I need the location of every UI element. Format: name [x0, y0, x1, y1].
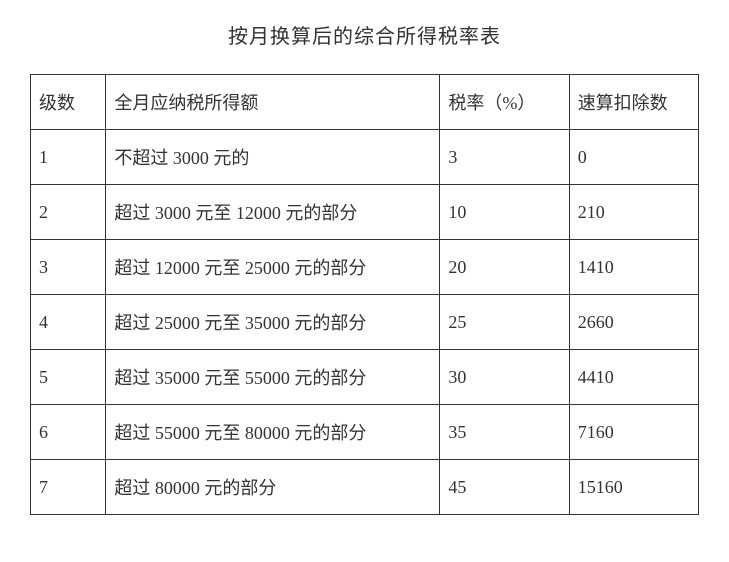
cell-deduct: 7160: [569, 405, 698, 460]
cell-rate: 25: [440, 295, 569, 350]
cell-deduct: 15160: [569, 460, 698, 515]
header-level: 级数: [31, 75, 106, 130]
table-header-row: 级数 全月应纳税所得额 税率（%） 速算扣除数: [31, 75, 699, 130]
page-title: 按月换算后的综合所得税率表: [30, 20, 699, 49]
table-row: 5 超过 35000 元至 55000 元的部分 30 4410: [31, 350, 699, 405]
cell-income: 超过 55000 元至 80000 元的部分: [106, 405, 440, 460]
cell-rate: 35: [440, 405, 569, 460]
cell-level: 5: [31, 350, 106, 405]
cell-level: 2: [31, 185, 106, 240]
header-deduct: 速算扣除数: [569, 75, 698, 130]
cell-level: 4: [31, 295, 106, 350]
header-income: 全月应纳税所得额: [106, 75, 440, 130]
cell-income: 超过 12000 元至 25000 元的部分: [106, 240, 440, 295]
cell-deduct: 2660: [569, 295, 698, 350]
header-rate: 税率（%）: [440, 75, 569, 130]
table-row: 1 不超过 3000 元的 3 0: [31, 130, 699, 185]
cell-income: 不超过 3000 元的: [106, 130, 440, 185]
cell-rate: 10: [440, 185, 569, 240]
table-row: 3 超过 12000 元至 25000 元的部分 20 1410: [31, 240, 699, 295]
table-row: 4 超过 25000 元至 35000 元的部分 25 2660: [31, 295, 699, 350]
cell-rate: 45: [440, 460, 569, 515]
cell-level: 6: [31, 405, 106, 460]
cell-level: 3: [31, 240, 106, 295]
table-row: 2 超过 3000 元至 12000 元的部分 10 210: [31, 185, 699, 240]
tax-rate-table: 级数 全月应纳税所得额 税率（%） 速算扣除数 1 不超过 3000 元的 3 …: [30, 74, 699, 515]
cell-income: 超过 35000 元至 55000 元的部分: [106, 350, 440, 405]
cell-deduct: 1410: [569, 240, 698, 295]
cell-level: 1: [31, 130, 106, 185]
cell-deduct: 0: [569, 130, 698, 185]
cell-level: 7: [31, 460, 106, 515]
cell-income: 超过 25000 元至 35000 元的部分: [106, 295, 440, 350]
table-row: 6 超过 55000 元至 80000 元的部分 35 7160: [31, 405, 699, 460]
table-row: 7 超过 80000 元的部分 45 15160: [31, 460, 699, 515]
cell-income: 超过 80000 元的部分: [106, 460, 440, 515]
cell-deduct: 210: [569, 185, 698, 240]
cell-rate: 20: [440, 240, 569, 295]
cell-rate: 30: [440, 350, 569, 405]
cell-income: 超过 3000 元至 12000 元的部分: [106, 185, 440, 240]
cell-rate: 3: [440, 130, 569, 185]
cell-deduct: 4410: [569, 350, 698, 405]
